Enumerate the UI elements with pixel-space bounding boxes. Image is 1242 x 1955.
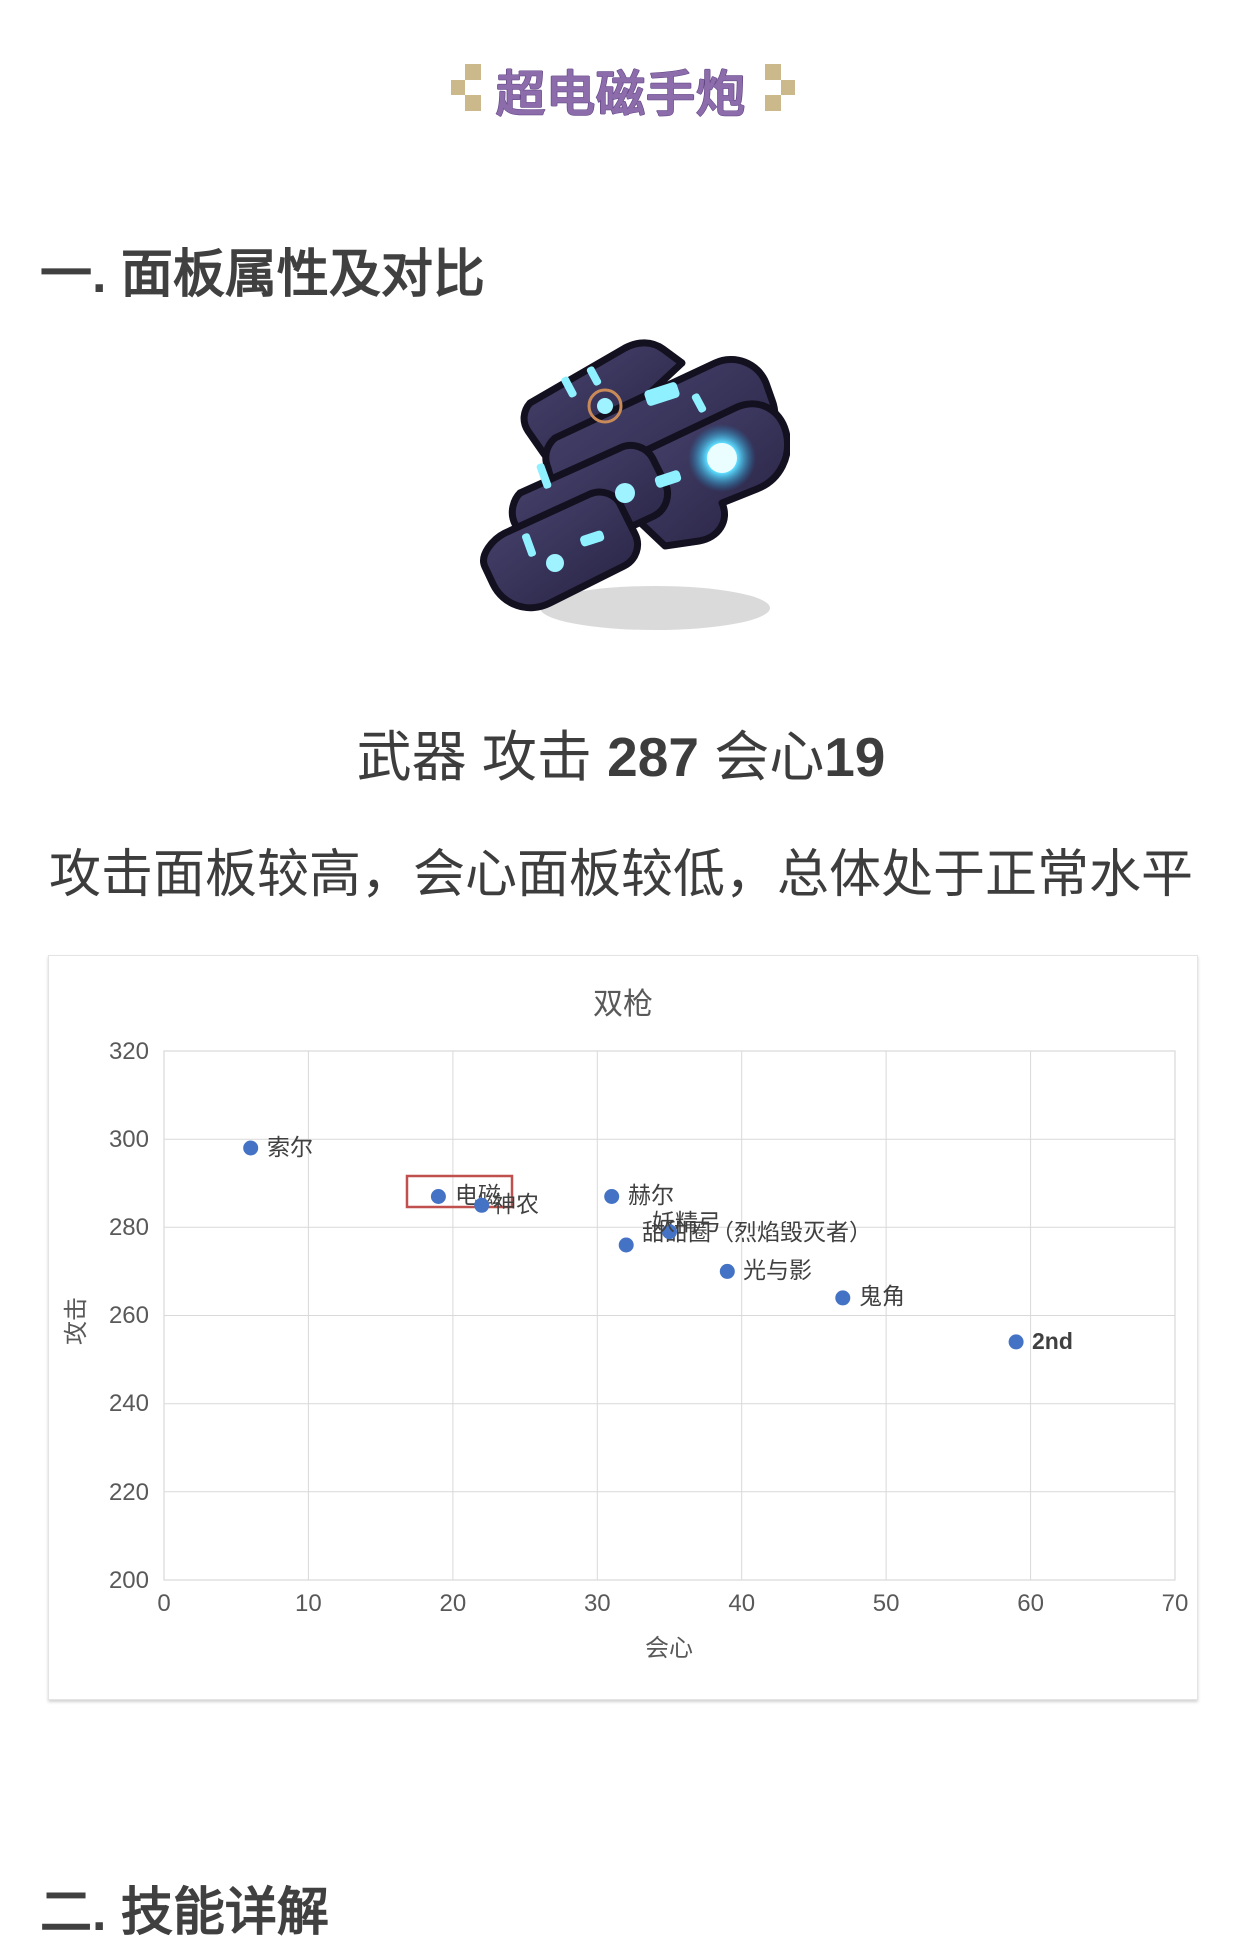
svg-text:会心: 会心 <box>645 1635 693 1662</box>
svg-text:320: 320 <box>109 1038 149 1065</box>
svg-text:鬼角: 鬼角 <box>859 1283 905 1309</box>
svg-text:200: 200 <box>109 1567 149 1594</box>
svg-text:2nd: 2nd <box>1032 1328 1073 1354</box>
svg-text:60: 60 <box>1017 1590 1044 1617</box>
svg-text:神农: 神农 <box>493 1191 539 1217</box>
svg-text:攻击: 攻击 <box>63 1297 90 1345</box>
svg-text:0: 0 <box>157 1590 170 1617</box>
svg-text:双枪: 双枪 <box>593 988 653 1021</box>
svg-text:280: 280 <box>109 1214 149 1241</box>
svg-text:索尔: 索尔 <box>267 1134 313 1160</box>
svg-text:40: 40 <box>728 1590 755 1617</box>
svg-text:260: 260 <box>109 1302 149 1329</box>
svg-text:30: 30 <box>584 1590 611 1617</box>
svg-text:300: 300 <box>109 1126 149 1153</box>
svg-text:妖精弓: 妖精弓 <box>652 1209 721 1235</box>
svg-text:50: 50 <box>873 1590 900 1617</box>
svg-text:20: 20 <box>440 1590 467 1617</box>
svg-text:240: 240 <box>109 1390 149 1417</box>
svg-text:70: 70 <box>1162 1590 1189 1617</box>
svg-text:10: 10 <box>295 1590 322 1617</box>
svg-text:赫尔: 赫尔 <box>628 1182 674 1208</box>
svg-text:光与影: 光与影 <box>743 1257 812 1283</box>
svg-text:220: 220 <box>109 1479 149 1506</box>
